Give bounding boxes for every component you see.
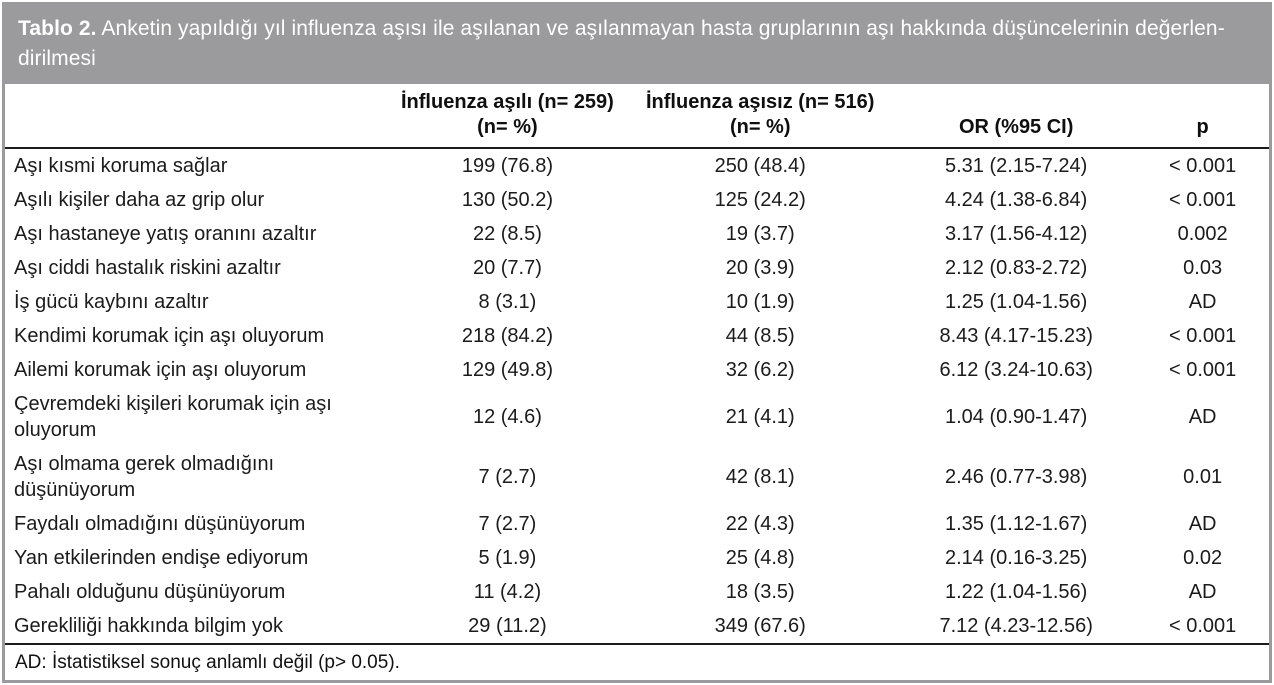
or-ci-value-cell: 5.31 (2.15-7.24) bbox=[945, 155, 1088, 177]
unvaccinated-value-cell: 22 (4.3) bbox=[725, 513, 795, 535]
table-number-label: Tablo 2. bbox=[18, 17, 97, 40]
or-ci-value-cell: 1.04 (0.90-1.47) bbox=[945, 406, 1088, 428]
unvaccinated-value-cell: 19 (3.7) bbox=[725, 223, 795, 245]
row-label-cell: Faydalı olmadığını düşünüyorum bbox=[14, 513, 306, 535]
or-ci-value-cell: 1.22 (1.04-1.56) bbox=[945, 581, 1088, 603]
unvaccinated-value-cell: 42 (8.1) bbox=[725, 466, 795, 488]
row-label-cell: Aşı kısmi koruma sağlar bbox=[14, 155, 228, 177]
row-label-cell: Aşı ciddi hastalık riskini azaltır bbox=[14, 257, 281, 279]
vaccinated-value-cell: 20 (7.7) bbox=[472, 257, 542, 279]
or-ci-value-cell: 2.46 (0.77-3.98) bbox=[945, 466, 1088, 488]
table-row: Aşılı kişiler daha az grip olur 130 (50.2… bbox=[5, 183, 1269, 217]
vaccinated-value-cell: 218 (84.2) bbox=[461, 325, 554, 347]
vaccinated-value-cell: 8 (3.1) bbox=[478, 291, 537, 313]
p-value-cell: 0.03 bbox=[1183, 257, 1223, 279]
table-footnote: AD: İstatistiksel sonuç anlamlı değil (p… bbox=[5, 643, 1269, 683]
p-value-cell: < 0.001 bbox=[1168, 615, 1237, 637]
table-row: Aşı kısmi koruma sağlar 199 (76.8) 250 (48… bbox=[5, 148, 1269, 183]
column-header-row-label bbox=[5, 84, 391, 149]
column-header-unvaccinated: İnfluenza aşısız (n= 516) (n= %) bbox=[624, 84, 897, 149]
column-header-unvaccinated-line1: İnfluenza aşısız (n= 516) bbox=[646, 91, 875, 113]
p-value-cell: < 0.001 bbox=[1168, 155, 1237, 177]
or-ci-value-cell: 4.24 (1.38-6.84) bbox=[945, 189, 1088, 211]
column-header-vaccinated-line1: İnfluenza aşılı (n= 259) bbox=[401, 91, 614, 113]
p-value-cell: < 0.001 bbox=[1168, 359, 1237, 381]
row-label-cell: Çevremdeki kişileri korumak için aşı olu… bbox=[14, 393, 332, 441]
unvaccinated-value-cell: 25 (4.8) bbox=[725, 547, 795, 569]
or-ci-value-cell: 7.12 (4.23-12.56) bbox=[939, 615, 1093, 637]
or-ci-value-cell: 8.43 (4.17-15.23) bbox=[939, 325, 1093, 347]
unvaccinated-value-cell: 21 (4.1) bbox=[725, 406, 795, 428]
column-header-vaccinated-line2: (n= %) bbox=[477, 116, 538, 138]
column-header-unvaccinated-line2: (n= %) bbox=[729, 116, 791, 138]
or-ci-value-cell: 6.12 (3.24-10.63) bbox=[939, 359, 1093, 381]
table-header: İnfluenza aşılı (n= 259) (n= %) İnfluenz… bbox=[5, 84, 1269, 149]
p-value-cell: < 0.001 bbox=[1168, 189, 1237, 211]
vaccinated-value-cell: 5 (1.9) bbox=[478, 547, 537, 569]
vaccinated-value-cell: 199 (76.8) bbox=[461, 155, 554, 177]
vaccinated-value-cell: 7 (2.7) bbox=[478, 513, 537, 535]
column-header-p: p bbox=[1136, 84, 1269, 149]
row-label-cell: Aşılı kişiler daha az grip olur bbox=[14, 189, 265, 211]
table-title-text: Anketin yapıldığı yıl influenza aşısı il… bbox=[18, 17, 1225, 70]
column-header-vaccinated: İnfluenza aşılı (n= 259) (n= %) bbox=[390, 84, 625, 149]
vaccinated-value-cell: 129 (49.8) bbox=[461, 359, 554, 381]
unvaccinated-value-cell: 18 (3.5) bbox=[725, 581, 795, 603]
row-label-cell: Ailemi korumak için aşı oluyorum bbox=[14, 359, 307, 381]
or-ci-value-cell: 1.25 (1.04-1.56) bbox=[945, 291, 1088, 313]
unvaccinated-value-cell: 44 (8.5) bbox=[725, 325, 795, 347]
p-value-cell: AD bbox=[1188, 291, 1217, 313]
row-label-cell: Pahalı olduğunu düşünüyorum bbox=[14, 581, 286, 603]
vaccinated-value-cell: 7 (2.7) bbox=[478, 466, 537, 488]
row-label-cell: Kendimi korumak için aşı oluyorum bbox=[14, 325, 325, 347]
table-row: Aşı hastaneye yatış oranını azaltır 22 (8… bbox=[5, 217, 1269, 251]
p-value-cell: 0.01 bbox=[1183, 466, 1223, 488]
results-table: İnfluenza aşılı (n= 259) (n= %) İnfluenz… bbox=[5, 84, 1269, 643]
unvaccinated-value-cell: 349 (67.6) bbox=[714, 615, 806, 637]
table-row: Çevremdeki kişileri korumak için aşı olu… bbox=[5, 387, 1269, 447]
p-value-cell: AD bbox=[1188, 581, 1217, 603]
table-row: İş gücü kaybını azaltır 8 (3.1) 10 (1.9) 1.… bbox=[5, 285, 1269, 319]
header-row: İnfluenza aşılı (n= 259) (n= %) İnfluenz… bbox=[5, 84, 1269, 149]
table-row: Yan etkilerinden endişe ediyorum 5 (1.9) 2… bbox=[5, 541, 1269, 575]
table-row: Kendimi korumak için aşı oluyorum 218 (84… bbox=[5, 319, 1269, 353]
table-row: Aşı ciddi hastalık riskini azaltır 20 (7.… bbox=[5, 251, 1269, 285]
or-ci-value-cell: 2.12 (0.83-2.72) bbox=[945, 257, 1088, 279]
unvaccinated-value-cell: 32 (6.2) bbox=[725, 359, 795, 381]
table-body: Aşı kısmi koruma sağlar 199 (76.8) 250 (48… bbox=[5, 148, 1269, 643]
unvaccinated-value-cell: 125 (24.2) bbox=[714, 189, 806, 211]
table-caption: Tablo 2. Anketin yapıldığı yıl influenza… bbox=[5, 5, 1269, 84]
table-row: Aşı olmama gerek olmadığını düşünüyorum 7… bbox=[5, 447, 1269, 507]
vaccinated-value-cell: 22 (8.5) bbox=[472, 223, 542, 245]
vaccinated-value-cell: 12 (4.6) bbox=[472, 406, 542, 428]
vaccinated-value-cell: 11 (4.2) bbox=[473, 581, 542, 603]
p-value-cell: AD bbox=[1188, 513, 1217, 535]
row-label-cell: İş gücü kaybını azaltır bbox=[14, 291, 209, 313]
row-label-cell: Aşı hastaneye yatış oranını azaltır bbox=[14, 223, 317, 245]
p-value-cell: < 0.001 bbox=[1168, 325, 1237, 347]
table-row: Pahalı olduğunu düşünüyorum 11 (4.2) 18 (3… bbox=[5, 575, 1269, 609]
p-value-cell: 0.002 bbox=[1177, 223, 1228, 245]
unvaccinated-value-cell: 20 (3.9) bbox=[725, 257, 795, 279]
unvaccinated-value-cell: 250 (48.4) bbox=[714, 155, 806, 177]
table-row: Ailemi korumak için aşı oluyorum 129 (49.… bbox=[5, 353, 1269, 387]
p-value-cell: AD bbox=[1188, 406, 1217, 428]
table-row: Gerekliliği hakkında bilgim yok 29 (11.2)… bbox=[5, 609, 1269, 643]
or-ci-value-cell: 2.14 (0.16-3.25) bbox=[945, 547, 1088, 569]
row-label-cell: Aşı olmama gerek olmadığını düşünüyorum bbox=[14, 453, 275, 501]
vaccinated-value-cell: 29 (11.2) bbox=[468, 615, 547, 637]
table-row: Faydalı olmadığını düşünüyorum 7 (2.7) 22 … bbox=[5, 507, 1269, 541]
row-label-cell: Yan etkilerinden endişe ediyorum bbox=[14, 547, 309, 569]
p-value-cell: 0.02 bbox=[1183, 547, 1223, 569]
column-header-or-ci: OR (%95 CI) bbox=[896, 84, 1137, 149]
or-ci-value-cell: 3.17 (1.56-4.12) bbox=[945, 223, 1088, 245]
vaccinated-value-cell: 130 (50.2) bbox=[461, 189, 554, 211]
or-ci-value-cell: 1.35 (1.12-1.67) bbox=[945, 513, 1088, 535]
unvaccinated-value-cell: 10 (1.9) bbox=[725, 291, 795, 313]
row-label-cell: Gerekliliği hakkında bilgim yok bbox=[14, 615, 284, 637]
